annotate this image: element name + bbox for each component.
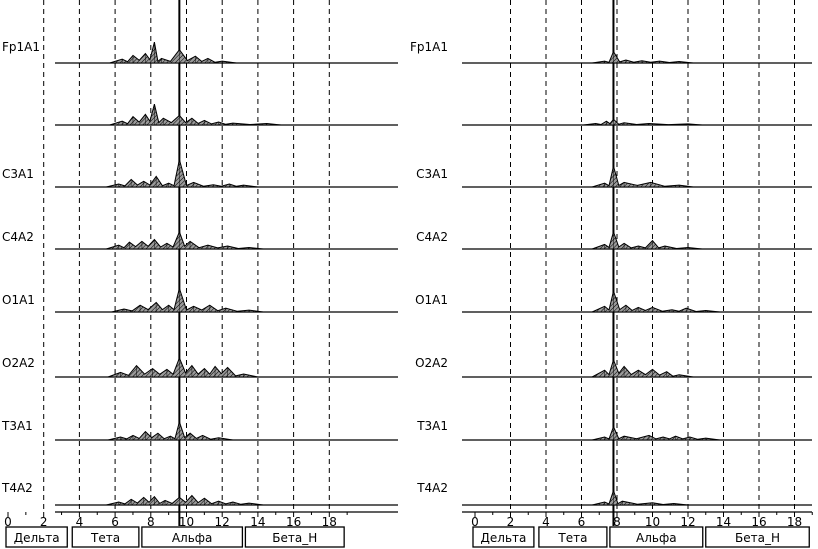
x-tick-label: 16: [751, 515, 766, 529]
band-box: [705, 526, 810, 548]
x-tick-label: 8: [147, 515, 155, 529]
channel-label: C4A2: [2, 230, 34, 244]
channel-label: Fp1A1: [410, 40, 448, 54]
band-box: [5, 526, 68, 548]
x-tick-label: 6: [578, 515, 586, 529]
band-label: Тета: [557, 531, 587, 545]
band-box: [141, 526, 244, 548]
band-label: Дельта: [481, 531, 527, 545]
channel-label: C3A1: [2, 167, 34, 181]
spectrum-area: [111, 286, 264, 313]
spectrum-area: [109, 103, 282, 126]
channel-label: Fp1A1: [2, 40, 40, 54]
spectrum-area: [107, 356, 259, 378]
channel-label: T4A2: [416, 481, 448, 495]
spectrum-area: [591, 489, 689, 506]
spectrum-area: [583, 118, 703, 126]
band-label: Альфа: [172, 531, 213, 545]
band-label: Бета_Н: [272, 531, 317, 545]
channel-label: C3A1: [416, 167, 448, 181]
spectrum-area: [592, 50, 694, 64]
x-tick-label: 14: [250, 515, 265, 529]
spectrum-area: [591, 425, 721, 441]
band-label: Альфа: [636, 531, 677, 545]
channel-label: O1A1: [415, 293, 448, 307]
x-tick-label: 16: [286, 515, 301, 529]
band-box: [472, 526, 535, 548]
right-spectra-panel: Fp1A1 C3A1 C4A2 O1A1 O2A2 T3A1 T4A2 0 2 4 6 8 10 12 14…: [410, 0, 813, 548]
spectrum-area: [106, 159, 258, 188]
band-box: [244, 526, 345, 548]
spectrum-area: [591, 230, 703, 250]
x-tick-label: 2: [40, 515, 48, 529]
band-box: [538, 526, 608, 548]
channel-label: T3A1: [416, 419, 448, 433]
band-box: [609, 526, 704, 548]
channel-label: T4A2: [1, 481, 33, 495]
spectrum-area: [106, 494, 264, 506]
spectrum-area: [109, 41, 237, 64]
band-label: Дельта: [14, 531, 60, 545]
x-tick-label: 0: [4, 515, 12, 529]
left-spectra-panel: Fp1A1 C3A1 C4A2 O1A1 O2A2 T3A1 T4A2 0 2 4 6 8 10 12 14…: [1, 0, 398, 548]
x-tick-label: 12: [215, 515, 230, 529]
x-tick-label: 8: [613, 515, 621, 529]
x-tick-label: 0: [471, 515, 479, 529]
x-tick-label: 6: [111, 515, 119, 529]
channel-label: C4A2: [416, 230, 448, 244]
x-tick-label: 10: [179, 515, 194, 529]
spectrum-area: [106, 230, 264, 250]
x-tick-label: 12: [680, 515, 695, 529]
channel-label: O1A1: [2, 293, 35, 307]
x-tick-label: 14: [716, 515, 731, 529]
band-label: Бета_Н: [735, 531, 780, 545]
channel-label: O2A2: [415, 356, 448, 370]
spectrum-area: [591, 165, 694, 188]
band-label: Тета: [90, 531, 120, 545]
x-tick-label: 4: [76, 515, 84, 529]
x-tick-label: 4: [542, 515, 550, 529]
x-tick-label: 2: [507, 515, 515, 529]
band-box: [71, 526, 140, 548]
channel-label: T3A1: [1, 419, 33, 433]
channel-label: O2A2: [2, 356, 35, 370]
spectrum-area: [591, 358, 694, 378]
x-tick-label: 18: [322, 515, 337, 529]
x-tick-label: 18: [787, 515, 802, 529]
spectrum-area: [591, 289, 721, 313]
x-tick-label: 10: [645, 515, 660, 529]
